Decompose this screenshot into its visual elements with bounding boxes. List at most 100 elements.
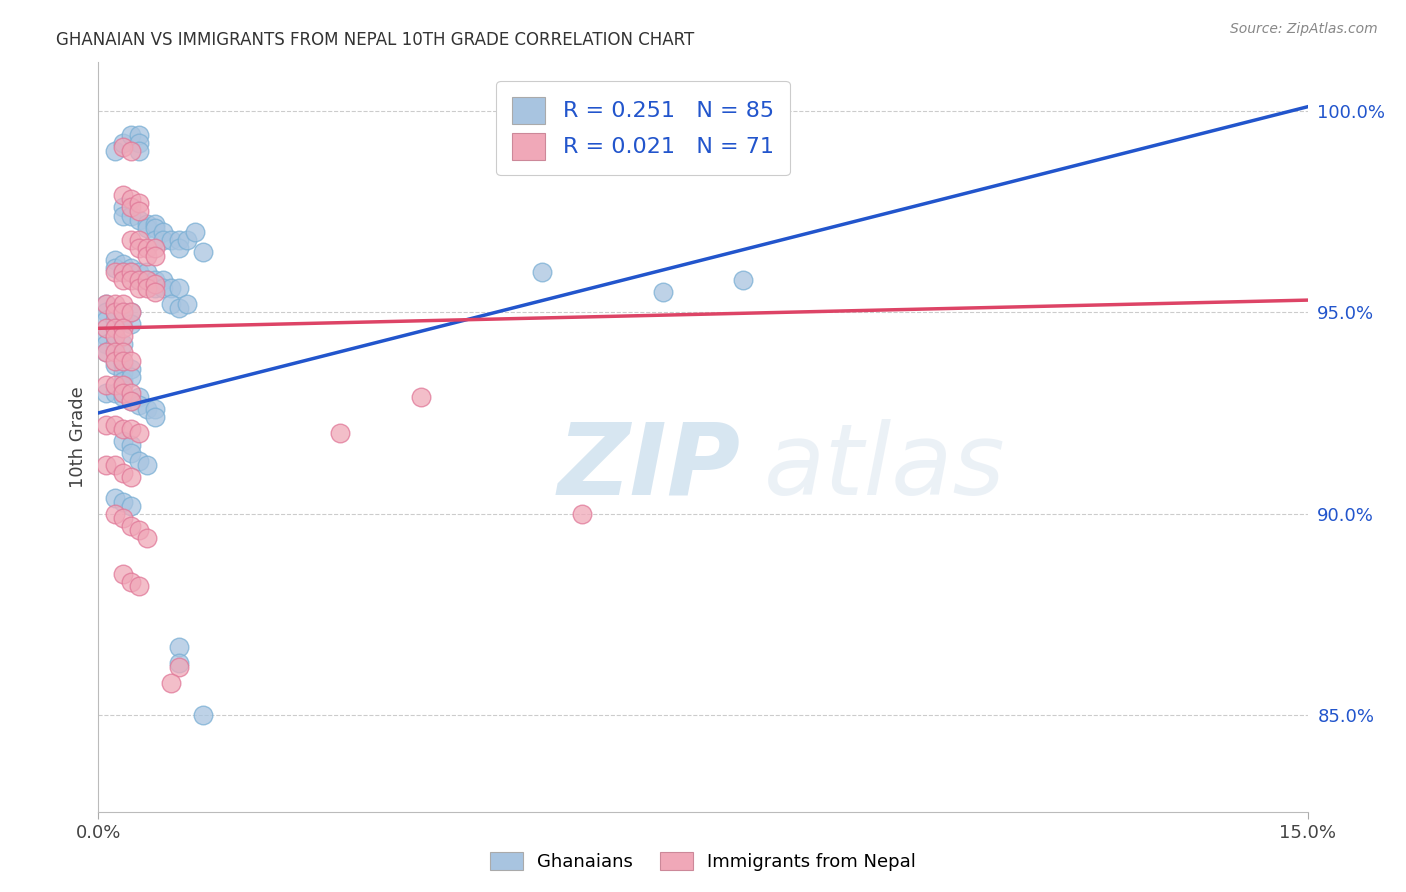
Point	[120, 265, 142, 279]
Point	[120, 209, 142, 223]
Point	[167, 233, 190, 247]
Point	[103, 313, 125, 327]
Point	[111, 321, 134, 335]
Point	[103, 144, 125, 158]
Point	[103, 321, 125, 335]
Point	[167, 656, 190, 670]
Point	[111, 494, 134, 508]
Point	[120, 446, 142, 460]
Point	[111, 377, 134, 392]
Point	[128, 579, 150, 593]
Y-axis label: 10th Grade: 10th Grade	[69, 386, 87, 488]
Point	[733, 273, 755, 287]
Point	[120, 318, 142, 332]
Point	[135, 249, 157, 263]
Point	[120, 233, 142, 247]
Point	[143, 233, 166, 247]
Point	[111, 265, 134, 279]
Point	[128, 128, 150, 142]
Point	[120, 144, 142, 158]
Point	[120, 265, 142, 279]
Point	[128, 212, 150, 227]
Point	[111, 385, 134, 400]
Point	[111, 273, 134, 287]
Point	[111, 201, 134, 215]
Point	[103, 358, 125, 372]
Point	[103, 305, 125, 319]
Point	[96, 458, 118, 473]
Point	[103, 417, 125, 432]
Point	[128, 136, 150, 150]
Point	[128, 204, 150, 219]
Legend: R = 0.251   N = 85, R = 0.021   N = 71: R = 0.251 N = 85, R = 0.021 N = 71	[496, 81, 790, 175]
Point	[143, 273, 166, 287]
Point	[111, 313, 134, 327]
Point	[120, 438, 142, 452]
Point	[651, 285, 673, 299]
Point	[96, 345, 118, 359]
Point	[135, 273, 157, 287]
Point	[111, 305, 134, 319]
Point	[143, 281, 166, 295]
Point	[103, 265, 125, 279]
Point	[103, 329, 125, 343]
Point	[143, 285, 166, 299]
Point	[111, 257, 134, 271]
Point	[128, 523, 150, 537]
Point	[176, 233, 198, 247]
Point	[111, 374, 134, 388]
Point	[103, 507, 125, 521]
Point	[120, 575, 142, 590]
Point	[120, 518, 142, 533]
Point	[120, 422, 142, 436]
Point	[120, 393, 142, 408]
Point	[96, 337, 118, 351]
Point	[128, 144, 150, 158]
Point	[135, 220, 157, 235]
Point	[111, 140, 134, 154]
Point	[128, 273, 150, 287]
Point	[193, 244, 215, 259]
Point	[143, 241, 166, 255]
Point	[96, 377, 118, 392]
Point	[120, 369, 142, 384]
Point	[103, 297, 125, 311]
Point	[120, 361, 142, 376]
Point	[96, 297, 118, 311]
Point	[176, 297, 198, 311]
Point	[160, 233, 183, 247]
Point	[329, 425, 352, 440]
Point	[103, 252, 125, 267]
Point	[128, 233, 150, 247]
Point	[103, 491, 125, 505]
Point	[128, 241, 150, 255]
Point	[103, 458, 125, 473]
Point	[135, 273, 157, 287]
Point	[135, 241, 157, 255]
Point	[128, 273, 150, 287]
Point	[120, 499, 142, 513]
Point	[135, 531, 157, 545]
Point	[135, 281, 157, 295]
Point	[167, 281, 190, 295]
Point	[128, 398, 150, 412]
Text: atlas: atlas	[763, 418, 1005, 516]
Point	[103, 337, 125, 351]
Point	[111, 188, 134, 202]
Point	[143, 220, 166, 235]
Point	[120, 260, 142, 275]
Point	[111, 329, 134, 343]
Point	[167, 659, 190, 673]
Point	[103, 377, 125, 392]
Point	[111, 136, 134, 150]
Point	[96, 313, 118, 327]
Point	[96, 385, 118, 400]
Point	[409, 390, 432, 404]
Point	[571, 507, 593, 521]
Point	[111, 467, 134, 481]
Point	[96, 297, 118, 311]
Point	[135, 217, 157, 231]
Point	[111, 366, 134, 380]
Point	[120, 305, 142, 319]
Point	[96, 345, 118, 359]
